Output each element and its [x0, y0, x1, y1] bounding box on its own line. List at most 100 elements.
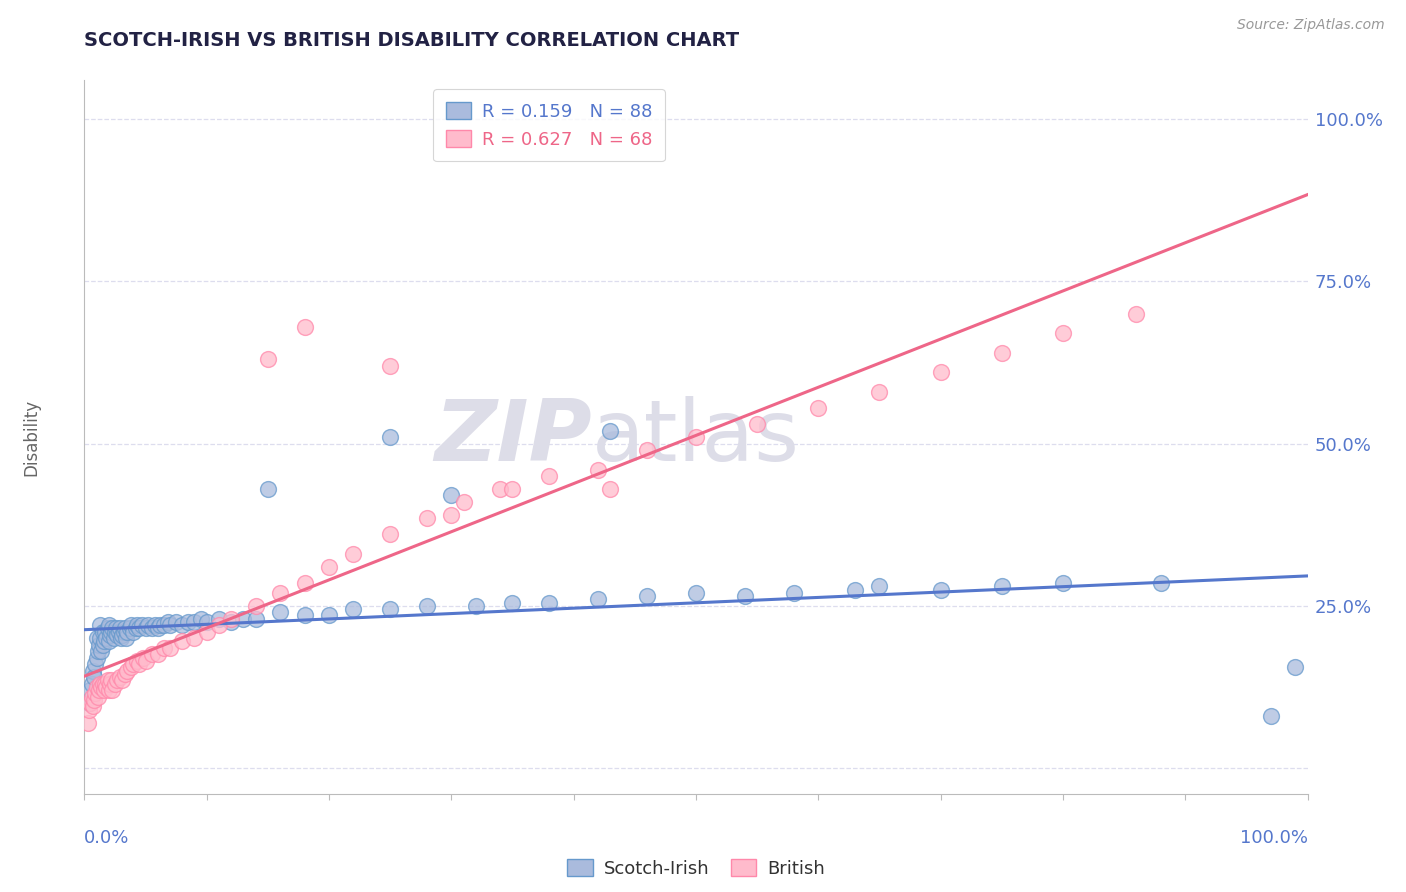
Point	[90, 644, 112, 658]
Point	[318, 559, 340, 574]
Point	[87, 644, 110, 658]
Point	[734, 589, 756, 603]
Point	[153, 618, 176, 632]
Point	[599, 482, 621, 496]
Point	[538, 469, 561, 483]
Point	[143, 618, 166, 632]
Point	[87, 638, 110, 652]
Point	[1052, 576, 1074, 591]
Point	[82, 699, 104, 714]
Point	[120, 618, 142, 632]
Point	[112, 624, 135, 639]
Point	[122, 624, 145, 639]
Point	[86, 631, 108, 645]
Point	[195, 615, 218, 629]
Point	[114, 666, 136, 681]
Point	[89, 618, 111, 632]
Point	[94, 624, 117, 639]
Point	[91, 624, 114, 639]
Point	[232, 612, 254, 626]
Point	[929, 365, 952, 379]
Point	[195, 624, 218, 639]
Point	[269, 605, 291, 619]
Point	[177, 615, 200, 629]
Point	[98, 676, 121, 690]
Point	[440, 488, 463, 502]
Point	[80, 676, 103, 690]
Point	[464, 599, 486, 613]
Point	[87, 690, 110, 704]
Point	[153, 640, 176, 655]
Text: ZIP: ZIP	[434, 395, 592, 479]
Point	[105, 673, 128, 688]
Point	[80, 690, 103, 704]
Point	[97, 683, 120, 698]
Point	[125, 618, 148, 632]
Point	[104, 624, 127, 639]
Point	[100, 624, 122, 639]
Point	[380, 527, 402, 541]
Point	[93, 683, 115, 698]
Point	[990, 345, 1012, 359]
Point	[125, 654, 148, 668]
Point	[115, 631, 138, 645]
Point	[747, 417, 769, 431]
Point	[128, 622, 150, 636]
Point	[107, 624, 129, 639]
Point	[294, 608, 316, 623]
Point	[93, 634, 115, 648]
Point	[91, 676, 114, 690]
Point	[108, 622, 131, 636]
Point	[77, 715, 100, 730]
Point	[1125, 307, 1147, 321]
Point	[136, 618, 159, 632]
Point	[208, 612, 231, 626]
Text: Disability: Disability	[22, 399, 39, 475]
Point	[86, 680, 108, 694]
Point	[77, 702, 100, 716]
Point	[146, 648, 169, 662]
Point	[440, 508, 463, 522]
Point	[159, 640, 181, 655]
Point	[86, 650, 108, 665]
Point	[97, 622, 120, 636]
Point	[783, 586, 806, 600]
Point	[294, 319, 316, 334]
Point	[869, 384, 891, 399]
Point	[685, 586, 707, 600]
Point	[807, 401, 830, 415]
Text: atlas: atlas	[592, 395, 800, 479]
Point	[114, 622, 136, 636]
Point	[118, 622, 141, 636]
Point	[269, 586, 291, 600]
Point	[156, 615, 179, 629]
Point	[342, 602, 364, 616]
Point	[1260, 709, 1282, 723]
Point	[91, 638, 114, 652]
Point	[98, 628, 121, 642]
Point	[84, 657, 107, 672]
Point	[219, 612, 242, 626]
Point	[94, 676, 117, 690]
Point	[100, 673, 122, 688]
Point	[83, 670, 105, 684]
Point	[105, 628, 128, 642]
Point	[128, 657, 150, 672]
Point	[131, 618, 153, 632]
Point	[172, 634, 194, 648]
Point	[132, 650, 155, 665]
Point	[318, 608, 340, 623]
Point	[149, 618, 172, 632]
Point	[586, 592, 609, 607]
Point	[111, 673, 134, 688]
Point	[190, 612, 212, 626]
Point	[87, 683, 110, 698]
Point	[501, 482, 523, 496]
Text: 0.0%: 0.0%	[84, 829, 129, 847]
Point	[208, 618, 231, 632]
Point	[115, 664, 138, 678]
Text: Source: ZipAtlas.com: Source: ZipAtlas.com	[1237, 18, 1385, 32]
Point	[82, 664, 104, 678]
Point	[294, 576, 316, 591]
Point	[416, 511, 439, 525]
